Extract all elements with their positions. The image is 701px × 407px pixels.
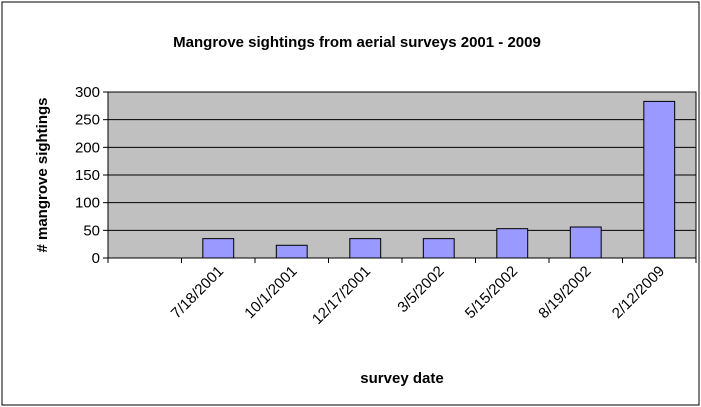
bars [202, 100, 676, 259]
y-tick-label-5: 250 [75, 112, 100, 129]
y-tick-label-0: 0 [92, 250, 100, 267]
y-tick-label-4: 200 [75, 139, 100, 156]
bar-6 [569, 226, 602, 259]
y-tick-label-6: 300 [75, 84, 100, 101]
y-axis-label: # mangrove sightings [34, 97, 51, 252]
bar-7 [643, 100, 676, 259]
bar-1 [202, 238, 235, 259]
x-axis-label: survey date [360, 370, 443, 387]
y-axis-ticks: 0 50 100 150 200 250 300 [75, 84, 108, 267]
y-tick-label-1: 50 [83, 222, 100, 239]
bar-3 [349, 238, 382, 259]
gridlines [108, 91, 696, 231]
bar-4 [422, 238, 455, 259]
bar-2 [275, 244, 308, 259]
y-tick-label-2: 100 [75, 195, 100, 212]
y-tick-label-3: 150 [75, 167, 100, 184]
bar-5 [496, 228, 529, 259]
chart-title: Mangrove sightings from aerial surveys 2… [173, 34, 541, 51]
